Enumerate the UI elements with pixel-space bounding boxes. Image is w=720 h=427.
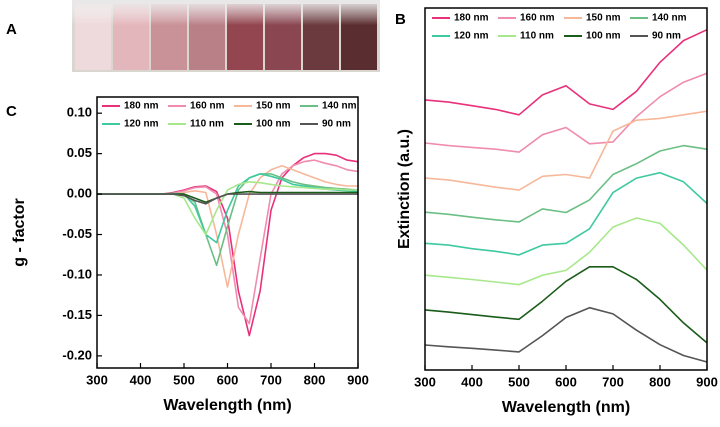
x-tick-label: 700: [260, 372, 282, 387]
plot-frame: [424, 7, 708, 371]
x-tick-label: 700: [602, 374, 624, 389]
x-tick-label: 300: [414, 374, 436, 389]
y-tick-label: -0.15: [62, 307, 92, 322]
x-tick-label: 600: [555, 374, 577, 389]
legend-label: 120 nm: [454, 31, 489, 42]
legend-label: 180 nm: [124, 101, 159, 112]
series-line: [424, 144, 708, 223]
x-axis-title: Wavelength (nm): [163, 397, 291, 414]
legend-label: 140 nm: [322, 101, 357, 112]
y-axis-title: g - factor: [11, 198, 28, 266]
series-line: [424, 110, 708, 191]
y-axis-title: Extinction (a.u.): [396, 129, 413, 249]
series-line: [424, 217, 708, 286]
legend-label: 180 nm: [454, 13, 489, 24]
y-tick-label: 0.00: [67, 186, 92, 201]
legend-label: 100 nm: [256, 119, 291, 130]
series-line: [424, 306, 708, 363]
legend-label: 90 nm: [322, 119, 351, 130]
series-line: [97, 193, 358, 205]
x-tick-label: 400: [130, 372, 152, 387]
series-line: [424, 72, 708, 153]
y-tick-label: 0.10: [67, 105, 92, 120]
panel-label: A: [6, 21, 17, 38]
x-tick-label: 600: [217, 372, 239, 387]
legend-label: 150 nm: [256, 101, 291, 112]
vial-photo: [72, 0, 380, 72]
legend-label: 120 nm: [124, 119, 159, 130]
y-tick-label: -0.20: [62, 347, 92, 362]
legend-label: 140 nm: [652, 13, 687, 24]
legend-label: 100 nm: [586, 31, 621, 42]
series-line: [424, 266, 708, 344]
series-line: [424, 28, 708, 116]
x-tick-label: 800: [304, 372, 326, 387]
legend-label: 90 nm: [652, 31, 681, 42]
y-tick-label: -0.10: [62, 266, 92, 281]
y-tick-label: 0.05: [67, 145, 92, 160]
y-tick-label: -0.05: [62, 226, 92, 241]
x-tick-label: 500: [173, 372, 195, 387]
x-tick-label: 900: [347, 372, 369, 387]
series-line: [424, 171, 708, 256]
x-tick-label: 500: [508, 374, 530, 389]
panel-label: C: [6, 103, 17, 120]
panel-label: B: [395, 11, 406, 28]
x-axis-title: Wavelength (nm): [502, 399, 630, 416]
series-line: [97, 159, 359, 325]
legend-label: 110 nm: [520, 31, 554, 42]
x-tick-label: 300: [86, 372, 108, 387]
x-tick-label: 400: [461, 374, 483, 389]
legend-label: 150 nm: [586, 13, 621, 24]
x-tick-label: 800: [649, 374, 671, 389]
legend-label: 160 nm: [190, 101, 225, 112]
legend-label: 160 nm: [520, 13, 555, 24]
legend-label: 110 nm: [190, 119, 224, 130]
series-line: [97, 152, 359, 337]
x-tick-label: 900: [696, 374, 718, 389]
series-line: [97, 190, 358, 203]
